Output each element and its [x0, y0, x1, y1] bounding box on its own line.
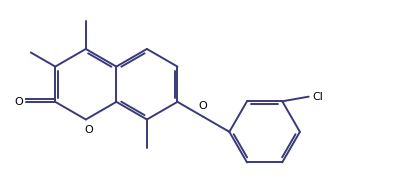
Text: O: O	[14, 97, 23, 107]
Text: Cl: Cl	[312, 92, 323, 102]
Text: O: O	[84, 125, 93, 135]
Text: O: O	[198, 101, 207, 111]
